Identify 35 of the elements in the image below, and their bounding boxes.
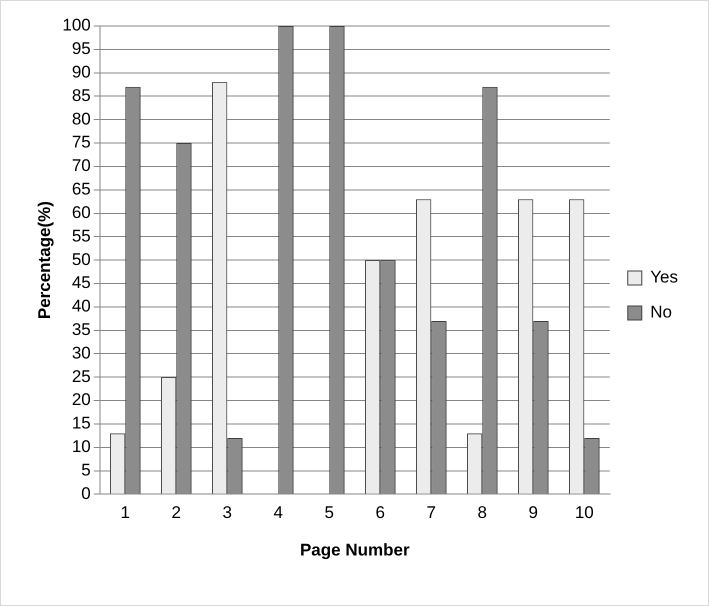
y-tick-label: 85 (72, 86, 91, 105)
x-tick-label: 4 (274, 503, 283, 522)
y-tick-label: 5 (81, 460, 91, 480)
x-tick-label: 6 (376, 503, 385, 522)
y-axis-title: Percentage(%) (34, 201, 54, 320)
y-tick-label: 45 (72, 273, 91, 292)
y-tick-label: 35 (72, 320, 91, 340)
y-tick-label: 90 (72, 62, 91, 82)
x-tick-label: 2 (172, 503, 181, 522)
y-tick-label: 25 (72, 366, 91, 386)
y-tick-label: 50 (72, 250, 91, 269)
y-tick-label: 100 (62, 16, 91, 35)
y-tick-label: 0 (81, 484, 91, 503)
y-tick-label: 95 (72, 39, 91, 58)
x-tick-label: 1 (120, 503, 130, 522)
legend-label: No (650, 302, 672, 322)
y-tick-label: 40 (72, 296, 91, 316)
legend-label: Yes (650, 268, 678, 287)
y-tick-label: 20 (72, 390, 91, 410)
x-tick-label: 7 (426, 503, 436, 522)
x-tick-label: 3 (222, 503, 232, 522)
y-tick-label: 70 (72, 156, 91, 176)
x-axis-title: Page Number (300, 540, 410, 560)
y-tick-label: 65 (72, 180, 91, 199)
y-tick-label: 30 (72, 343, 91, 362)
x-tick-label: 8 (478, 503, 487, 522)
x-tick-label: 10 (574, 503, 594, 522)
y-tick-label: 60 (72, 202, 91, 222)
y-tick-label: 15 (72, 414, 91, 433)
y-tick-label: 80 (72, 109, 91, 128)
y-tick-label: 55 (72, 226, 91, 246)
x-tick-label: 5 (324, 503, 334, 522)
y-tick-label: 75 (72, 132, 91, 152)
y-tick-label: 10 (72, 437, 91, 456)
x-tick-label: 9 (528, 503, 538, 522)
